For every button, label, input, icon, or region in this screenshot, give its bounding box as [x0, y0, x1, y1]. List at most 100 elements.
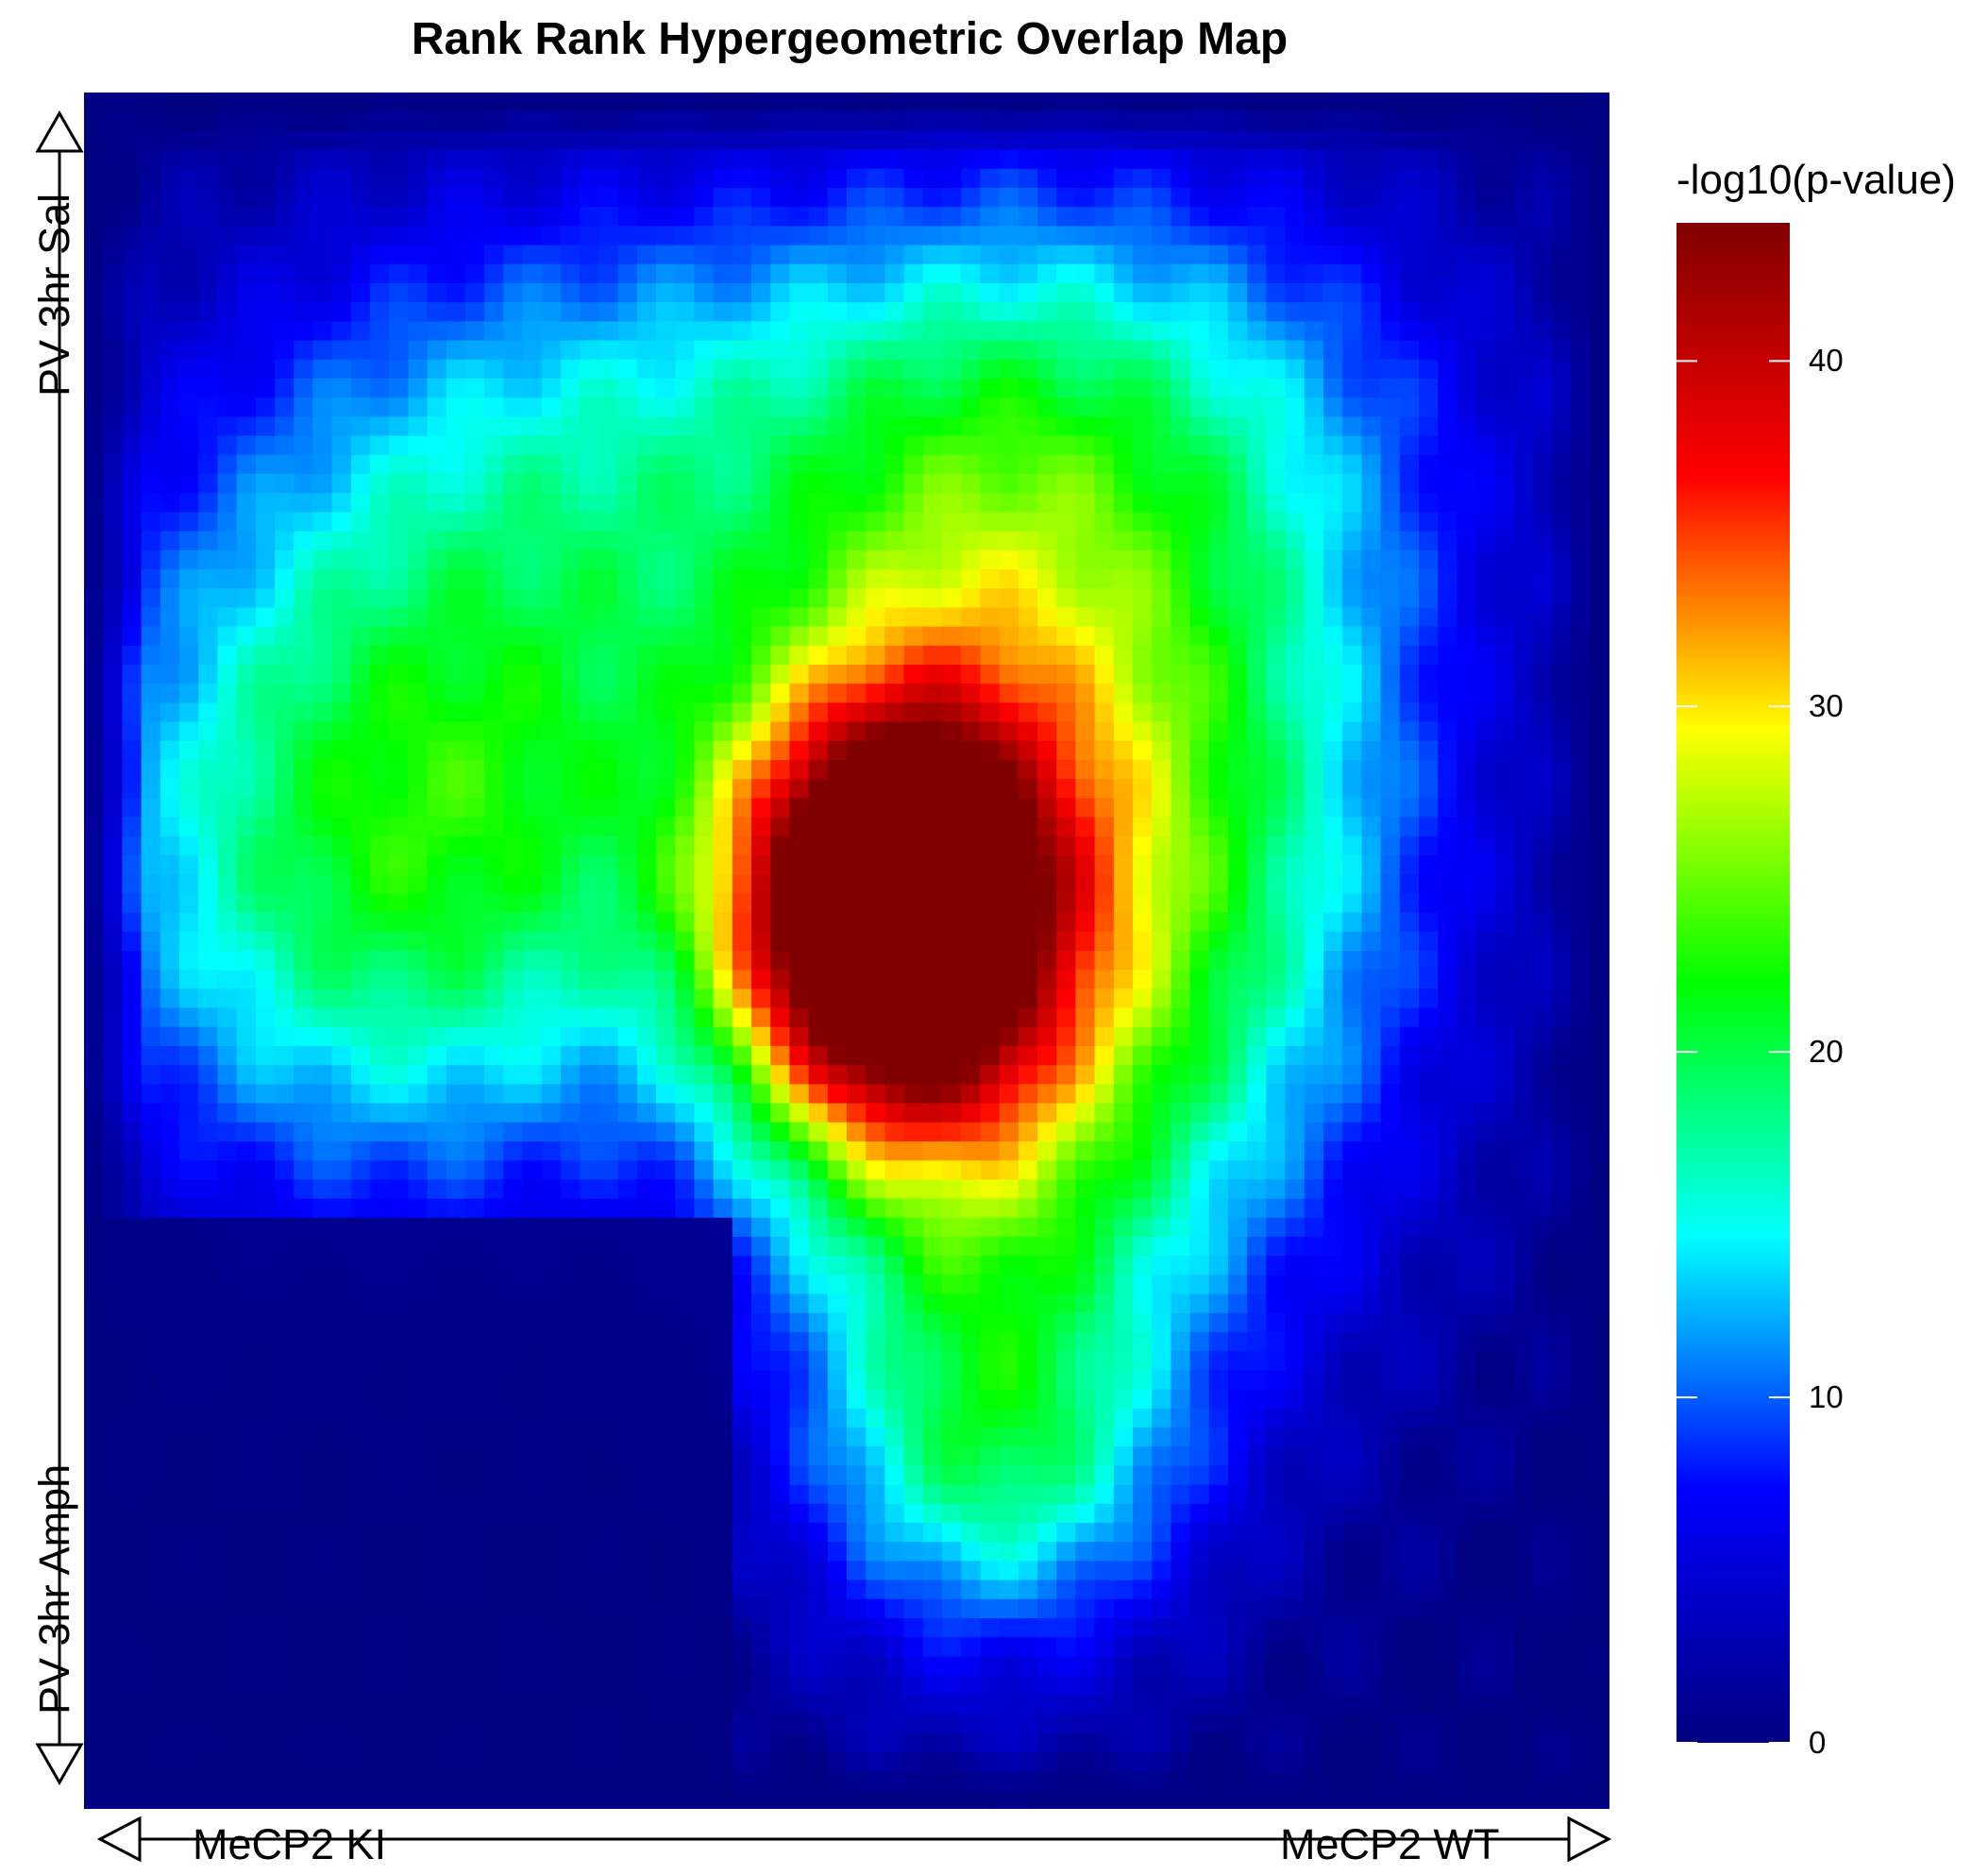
heatmap-cell: [1228, 321, 1248, 342]
heatmap-cell: [1152, 111, 1171, 131]
heatmap-cell: [408, 111, 429, 131]
heatmap-cell: [561, 283, 581, 303]
heatmap-cell: [961, 188, 981, 208]
heatmap-cell: [541, 435, 562, 456]
heatmap-cell: [903, 263, 924, 284]
heatmap-cell: [1285, 93, 1306, 112]
heatmap-cell: [294, 321, 313, 342]
heatmap-cell: [1361, 93, 1382, 112]
heatmap-cell: [1304, 93, 1324, 112]
heatmap-cell: [961, 454, 981, 475]
heatmap-cell: [1380, 435, 1401, 456]
heatmap-cell: [1552, 168, 1573, 189]
heatmap-cell: [580, 283, 599, 303]
heatmap-cell: [1457, 454, 1477, 475]
heatmap-cell: [1189, 359, 1210, 380]
heatmap-cell: [446, 283, 466, 303]
heatmap-cell: [884, 397, 905, 417]
heatmap-cell: [84, 207, 104, 227]
heatmap-cell: [1152, 397, 1171, 417]
heatmap-cell: [827, 130, 848, 151]
heatmap-cell: [275, 474, 295, 494]
heatmap-cell: [866, 111, 885, 131]
heatmap-cell: [561, 435, 581, 456]
heatmap-cell: [103, 321, 123, 342]
heatmap-cell: [1113, 263, 1134, 284]
heatmap-cell: [1094, 207, 1115, 227]
heatmap-cell: [675, 111, 695, 131]
heatmap-cell: [294, 207, 313, 227]
heatmap-cell: [1228, 302, 1248, 322]
heatmap-cell: [122, 359, 143, 380]
heatmap-cell: [1075, 302, 1096, 322]
heatmap-cell: [1113, 111, 1134, 131]
heatmap-cell: [217, 168, 238, 189]
heatmap-cell: [1285, 188, 1306, 208]
heatmap-cell: [1228, 435, 1248, 456]
heatmap-cell: [84, 93, 104, 112]
heatmap-cell: [1399, 435, 1420, 456]
heatmap-cell: [541, 416, 562, 437]
heatmap-cell: [1266, 263, 1287, 284]
heatmap-cell: [1419, 435, 1439, 456]
heatmap-cell: [827, 168, 848, 189]
heatmap-cell: [255, 359, 276, 380]
heatmap-cell: [446, 454, 466, 475]
heatmap-cell: [370, 416, 390, 437]
heatmap-cell: [1228, 454, 1248, 475]
heatmap-cell: [503, 397, 524, 417]
heatmap-cell: [503, 245, 524, 265]
heatmap-cell: [1552, 435, 1573, 456]
heatmap-cell: [179, 359, 199, 380]
heatmap-cell: [770, 188, 790, 208]
heatmap-cell: [1380, 454, 1401, 475]
heatmap-cell: [1514, 359, 1534, 380]
heatmap-cell: [179, 283, 199, 303]
heatmap-cell: [160, 474, 180, 494]
heatmap-cell: [942, 226, 962, 246]
heatmap-cell: [370, 359, 390, 380]
heatmap-cell: [370, 397, 390, 417]
heatmap-cell: [770, 207, 790, 227]
heatmap-cell: [522, 359, 543, 380]
heatmap-cell: [656, 207, 676, 227]
heatmap-cell: [1228, 263, 1248, 284]
heatmap-cell: [942, 149, 962, 170]
heatmap-cell: [408, 379, 429, 398]
heatmap-cell: [1514, 302, 1534, 322]
heatmap-cell: [1419, 397, 1439, 417]
heatmap-cell: [1590, 93, 1609, 112]
heatmap-cell: [236, 474, 257, 494]
heatmap-cell: [1457, 207, 1477, 227]
heatmap-cell: [770, 245, 790, 265]
heatmap-cell: [1304, 340, 1324, 361]
heatmap-cell: [84, 454, 104, 475]
heatmap-cell: [1171, 397, 1191, 417]
heatmap-cell: [922, 454, 943, 475]
heatmap-cell: [522, 263, 543, 284]
heatmap-cell: [1514, 340, 1534, 361]
heatmap-cell: [1285, 454, 1306, 475]
heatmap-cell: [866, 149, 885, 170]
heatmap-cell: [1075, 111, 1096, 131]
heatmap-cell: [1590, 245, 1609, 265]
heatmap-cell: [1133, 302, 1153, 322]
heatmap-cell: [217, 454, 238, 475]
heatmap-cell: [1438, 168, 1457, 189]
heatmap-cell: [789, 359, 810, 380]
heatmap-cell: [922, 188, 943, 208]
heatmap-cell: [694, 263, 715, 284]
heatmap-cell: [1056, 263, 1076, 284]
heatmap-cell: [922, 416, 943, 437]
heatmap-cell: [789, 207, 810, 227]
heatmap-cell: [179, 416, 199, 437]
heatmap-cell: [1380, 302, 1401, 322]
heatmap-cell: [350, 93, 371, 112]
heatmap-cell: [179, 93, 199, 112]
heatmap-cell: [732, 188, 752, 208]
heatmap-cell: [1189, 397, 1210, 417]
heatmap-cell: [808, 226, 829, 246]
heatmap-cell: [1228, 93, 1248, 112]
heatmap-cell: [903, 435, 924, 456]
heatmap-cell: [84, 302, 104, 322]
